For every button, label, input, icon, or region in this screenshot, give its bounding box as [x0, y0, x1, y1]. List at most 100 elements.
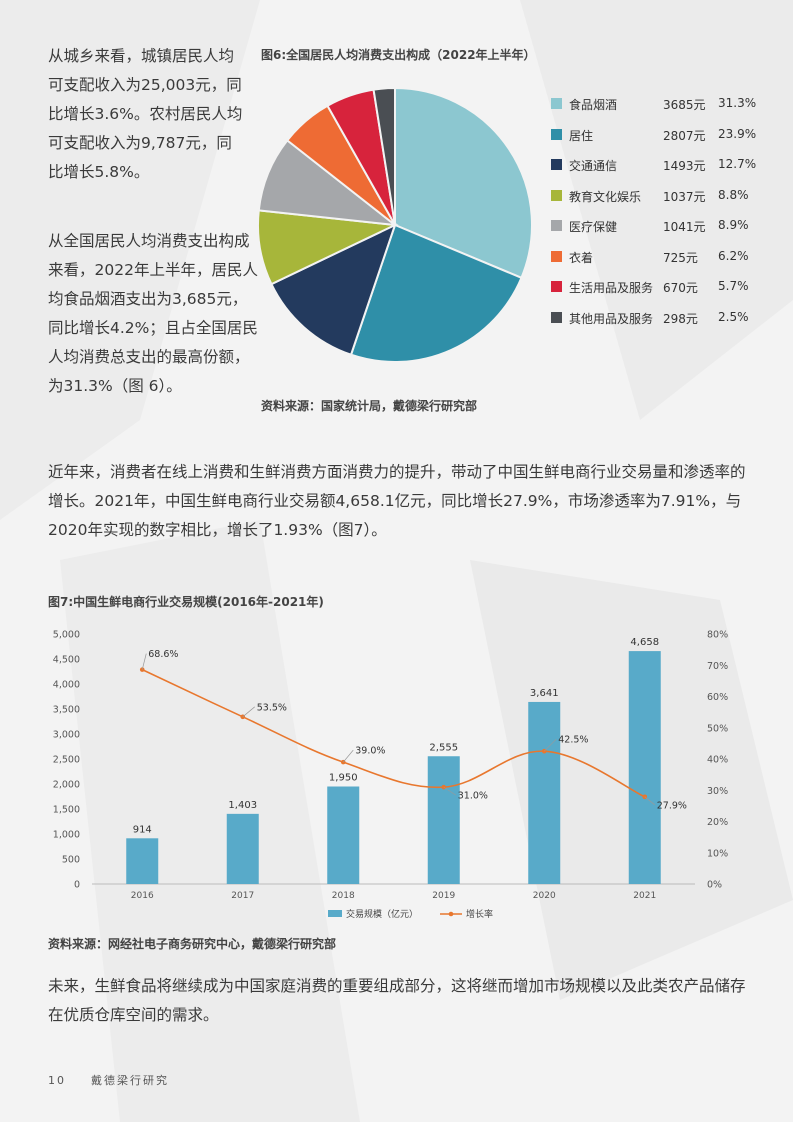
label-leader-line	[141, 653, 147, 670]
legend-amount: 1037元	[663, 189, 706, 204]
y-right-tick-label: 10%	[707, 848, 728, 859]
legend-line-marker	[448, 911, 454, 917]
bar-value-label: 1,950	[329, 773, 358, 784]
x-tick-label: 2020	[533, 891, 556, 901]
legend-item-4: 医疗保健 1041元 8.9%	[551, 217, 771, 235]
x-tick-label: 2016	[131, 891, 154, 901]
y-right-tick-label: 80%	[707, 630, 728, 641]
y-right-tick-label: 50%	[707, 723, 728, 734]
y-right-tick-label: 60%	[707, 692, 728, 703]
legend-label: 衣着	[569, 250, 594, 265]
legend-item-5: 衣着 725元 6.2%	[551, 248, 771, 266]
legend-item-2: 交通通信 1493元 12.7%	[551, 156, 771, 174]
footer-brand: 戴德梁行研究	[91, 1074, 169, 1087]
y-left-tick-label: 2,500	[53, 755, 80, 766]
y-left-tick-label: 1,000	[53, 830, 80, 841]
paragraph-urban-rural: 从城乡来看，城镇居民人均可支配收入为25,003元，同比增长3.6%。农村居民人…	[48, 47, 243, 181]
figure6-title: 图6:全国居民人均消费支出构成（2022年上半年）	[261, 48, 536, 62]
legend-amount: 725元	[663, 250, 698, 265]
legend-percent: 8.9%	[718, 218, 749, 232]
label-leader-line	[443, 786, 456, 796]
growth-rate-label: 31.0%	[458, 791, 488, 802]
bar-2021	[628, 651, 661, 884]
legend-label: 食品烟酒	[569, 98, 618, 112]
legend-swatch	[551, 128, 562, 140]
bar-2016	[126, 838, 159, 884]
y-right-tick-label: 0%	[707, 880, 722, 891]
legend-item-3: 教育文化娱乐 1037元 8.8%	[551, 187, 771, 205]
legend-swatch	[551, 220, 562, 231]
paragraph-consumption-structure: 从全国居民人均消费支出构成来看，2022年上半年，居民人均食品烟酒支出为3,68…	[48, 232, 258, 395]
legend-swatch	[551, 250, 562, 262]
legend-bar-label: 交易规模（亿元）	[346, 908, 418, 920]
x-tick-label: 2019	[432, 891, 455, 901]
bar-2019	[427, 756, 460, 884]
legend-item-0: 食品烟酒 3685元 31.3%	[551, 95, 771, 113]
y-right-tick-label: 30%	[707, 786, 728, 797]
legend-label: 生活用品及服务	[569, 281, 654, 295]
legend-line-label: 增长率	[466, 908, 493, 920]
legend-item-7: 其他用品及服务 298元 2.5%	[551, 309, 771, 327]
paragraph-fresh-ecommerce: 近年来，消费者在线上消费和生鲜消费方面消费力的提升，带动了中国生鲜电商行业交易量…	[48, 463, 746, 539]
x-tick-label: 2021	[633, 891, 656, 901]
y-left-tick-label: 5,000	[53, 630, 80, 641]
legend-label: 教育文化娱乐	[569, 189, 642, 204]
growth-rate-label: 68.6%	[148, 649, 178, 660]
legend-percent: 8.8%	[718, 187, 749, 202]
figure7-title: 图7:中国生鲜电商行业交易规模(2016年-2021年)	[48, 595, 324, 609]
legend-swatch	[551, 98, 562, 109]
legend-label: 交通通信	[569, 159, 618, 173]
bar-value-label: 2,555	[429, 742, 458, 753]
legend-percent: 5.7%	[718, 279, 749, 293]
growth-point	[139, 667, 145, 672]
label-leader-line	[342, 749, 354, 763]
y-left-tick-label: 500	[62, 855, 80, 866]
legend-percent: 23.9%	[718, 126, 757, 141]
growth-rate-label: 42.5%	[558, 735, 588, 746]
legend-amount: 2807元	[663, 128, 706, 143]
legend-amount: 3685元	[663, 98, 706, 112]
label-leader-line	[644, 796, 655, 806]
y-left-tick-label: 4,000	[53, 680, 80, 691]
growth-rate-label: 27.9%	[657, 800, 687, 811]
legend-percent: 12.7%	[718, 157, 757, 171]
paragraph-outlook: 未来，生鲜食品将继续成为中国家庭消费的重要组成部分，这将继而增加市场规模以及此类…	[48, 977, 746, 1024]
legend-swatch	[551, 311, 562, 323]
label-leader-line	[242, 706, 255, 718]
bar-line-chart: 0 500 1,000 1,500 2,000 2,500 3,000 3,500 4,000 4…	[53, 630, 728, 921]
bar-value-label: 4,658	[630, 637, 659, 648]
bar-value-label: 3,641	[530, 688, 559, 699]
bar-value-label: 1,403	[228, 800, 257, 811]
legend-swatch	[551, 189, 562, 201]
label-leader-line	[544, 738, 557, 752]
legend-label: 其他用品及服务	[569, 311, 654, 326]
x-tick-label: 2018	[332, 891, 355, 901]
legend-percent: 2.5%	[718, 309, 749, 324]
y-left-tick-label: 1,500	[53, 805, 80, 816]
y-right-tick-label: 40%	[707, 755, 728, 766]
legend-percent: 31.3%	[718, 96, 757, 110]
bar-value-label: 914	[133, 824, 152, 835]
pie-slice-7	[372, 86, 396, 226]
y-left-tick-label: 3,000	[53, 730, 80, 741]
pie-slice-1	[349, 223, 523, 363]
bar-2020	[528, 701, 561, 884]
legend-percent: 6.2%	[718, 248, 749, 263]
bar-2018	[327, 786, 360, 884]
growth-rate-line	[141, 668, 646, 798]
bar-2017	[226, 813, 259, 884]
growth-rate-label: 39.0%	[355, 746, 385, 757]
legend-amount: 1493元	[663, 159, 706, 173]
x-tick-label: 2017	[231, 891, 254, 901]
y-left-tick-label: 0	[74, 880, 80, 891]
legend-swatch	[551, 159, 562, 170]
page-number: 10	[48, 1074, 66, 1087]
y-left-tick-label: 3,500	[53, 705, 80, 716]
figure6-source: 资料来源：国家统计局，戴德梁行研究部	[261, 399, 478, 413]
legend-item-1: 居住 2807元 23.9%	[551, 126, 771, 144]
page-footer: 10 戴德梁行研究	[48, 1072, 169, 1088]
y-left-tick-label: 4,500	[53, 655, 80, 666]
legend-bar-swatch	[328, 910, 342, 917]
legend-item-6: 生活用品及服务 670元 5.7%	[551, 278, 771, 296]
legend-amount: 670元	[663, 281, 698, 295]
